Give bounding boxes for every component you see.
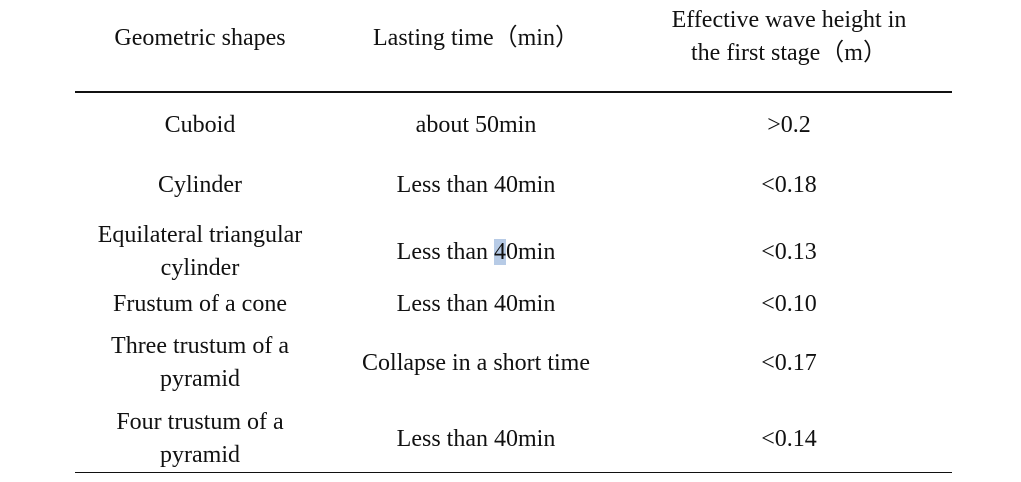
header-text-line-2: the first stage（m） — [691, 40, 887, 66]
cell-text: Cuboid — [164, 111, 236, 138]
table-row-5-shape: Three trustum of a pyramid — [75, 330, 325, 396]
table-row-6-time: Less than 40min — [330, 422, 622, 456]
table-row-6-height: <0.14 — [625, 422, 953, 456]
table-row-3-time: Less than 40min — [330, 235, 622, 269]
cell-text-line-1: Four trustum of a — [116, 409, 284, 435]
cell-text: <0.10 — [761, 290, 817, 317]
cell-text: Collapse in a short time — [362, 349, 590, 376]
cell-text: Less than 40min — [396, 236, 556, 269]
cell-text-line-1: Three trustum of a — [111, 333, 289, 359]
cell-text: Frustum of a cone — [113, 290, 287, 317]
header-text-line-1: Effective wave height in — [671, 7, 907, 33]
table-row-1-time: about 50min — [330, 108, 622, 142]
table-row-2-height: <0.18 — [625, 168, 953, 202]
cell-text: Less than 40min — [396, 425, 556, 452]
header-text: Geometric shapes — [114, 24, 286, 51]
cell-text-part: Less than — [396, 238, 494, 265]
cell-text-line-1: Equilateral triangular — [97, 222, 303, 248]
table-row-2-shape: Cylinder — [75, 168, 325, 202]
table-row-3-height: <0.13 — [625, 235, 953, 269]
cell-text: <0.17 — [761, 349, 817, 376]
table-row-5-time: Collapse in a short time — [330, 346, 622, 380]
bottom-rule — [75, 472, 952, 473]
cell-text: <0.13 — [761, 238, 817, 265]
table-row-4-shape: Frustum of a cone — [75, 287, 325, 321]
header-text: Lasting time（min） — [373, 24, 579, 51]
selection-highlight: 4 — [493, 238, 506, 265]
cell-text-line-2: pyramid — [160, 442, 240, 468]
table-row-5-height: <0.17 — [625, 346, 953, 380]
cell-text: <0.18 — [761, 171, 817, 198]
cell-text: about 50min — [415, 111, 537, 138]
cell-text: Less than 40min — [396, 171, 556, 198]
cell-text-part: 0min — [505, 238, 556, 265]
table-row-1-height: >0.2 — [625, 108, 953, 142]
table-row-2-time: Less than 40min — [330, 168, 622, 202]
header-lasting-time: Lasting time（min） — [330, 14, 622, 62]
cell-text: Cylinder — [158, 171, 242, 198]
table-row-1-shape: Cuboid — [75, 108, 325, 142]
cell-text-line-2: pyramid — [160, 366, 240, 392]
cell-text-line-2: cylinder — [160, 255, 240, 281]
header-effective-wave-height: Effective wave height in the first stage… — [625, 2, 953, 72]
table-row-6-shape: Four trustum of a pyramid — [75, 406, 325, 472]
cell-text: Less than 40min — [396, 290, 556, 317]
header-geometric-shapes: Geometric shapes — [75, 14, 325, 62]
cell-text: >0.2 — [767, 111, 811, 138]
table-row-4-height: <0.10 — [625, 287, 953, 321]
table-row-4-time: Less than 40min — [330, 287, 622, 321]
table-row-3-shape: Equilateral triangular cylinder — [75, 219, 325, 285]
header-rule — [75, 91, 952, 93]
cell-text: <0.14 — [761, 425, 817, 452]
